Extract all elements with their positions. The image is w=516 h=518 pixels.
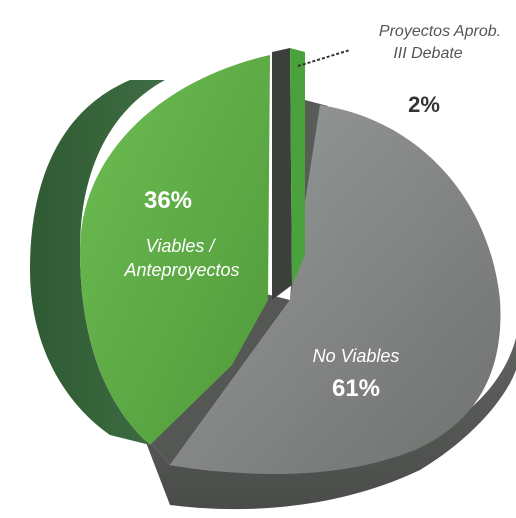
slice-viables-label-line2: Anteproyectos — [123, 260, 239, 280]
slice-aprob-label-line2: III Debate — [393, 45, 462, 62]
slice-no-viables-value: 61% — [332, 375, 380, 402]
slice-viables-label-line1: Viables / — [146, 236, 217, 256]
slice-viables-value: 36% — [144, 187, 192, 214]
slice-viables-side — [30, 80, 165, 445]
slice-viables — [80, 55, 270, 445]
leader-line — [297, 49, 351, 67]
slice-no-viables-side — [142, 338, 516, 510]
slice-aprob-side — [272, 48, 292, 300]
slice-no-viables-label: No Viables — [313, 346, 400, 366]
slice-aprob-value: 2% — [408, 92, 440, 117]
slice-no-viables — [170, 105, 501, 475]
slice-aprob-label-line1: Proyectos Aprob. — [379, 23, 501, 40]
slice-aprob — [290, 48, 305, 285]
